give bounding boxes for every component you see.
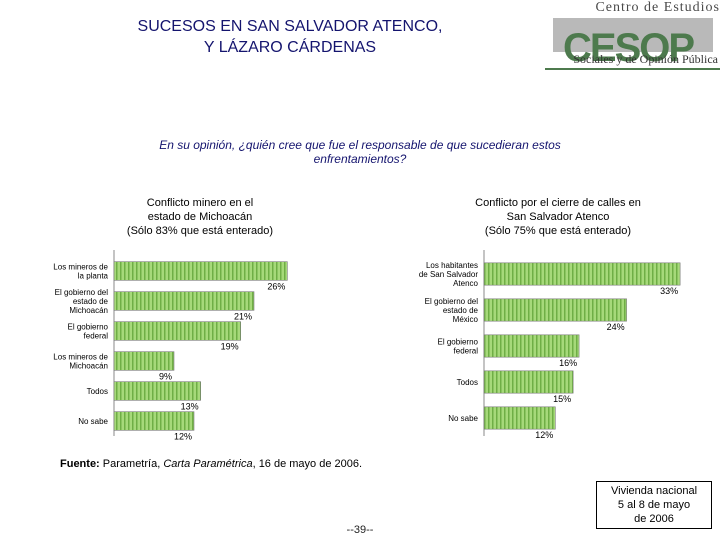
chart-title-right: Conflicto por el cierre de calles en San… xyxy=(440,196,676,238)
chart-title-right-line3: (Sólo 75% que está enterado) xyxy=(484,225,632,237)
value-label-3: 15% xyxy=(553,394,571,404)
category-label-1-2: México xyxy=(453,315,479,324)
category-label-1-0: El gobierno del xyxy=(425,297,479,306)
value-label-1: 24% xyxy=(607,322,625,332)
bar-3 xyxy=(113,351,175,371)
chart-title-right-line1: Conflicto por el cierre de calles en xyxy=(475,197,641,209)
chart-title-left-line2: estado de Michoacán xyxy=(147,211,253,223)
category-label-1-1: estado de xyxy=(443,306,479,315)
value-label-0: 33% xyxy=(660,286,678,296)
value-label-1: 21% xyxy=(234,311,252,321)
chart-title-left-line3: (Sólo 83% que está enterado) xyxy=(126,225,274,237)
source-text-a: Parametría, xyxy=(99,458,164,470)
bar-1 xyxy=(483,298,627,322)
title-line-2: Y LÁZARO CÁRDENAS xyxy=(203,39,377,56)
category-label-3-0: Todos xyxy=(457,378,478,387)
logo-box: CESOP xyxy=(553,18,713,68)
page-number: --39-- xyxy=(346,524,374,536)
category-label-3-1: Michoacán xyxy=(69,362,108,371)
note-line-2: 5 al 8 de mayo xyxy=(617,499,691,511)
bar-3 xyxy=(483,370,574,394)
source-note: Fuente: Parametría, Carta Paramétrica, 1… xyxy=(60,458,362,470)
slide-title: SUCESOS EN SAN SALVADOR ATENCO, Y LÁZARO… xyxy=(60,16,520,58)
bar-1 xyxy=(113,291,255,311)
bar-5 xyxy=(113,411,195,431)
chart-title-right-line2: San Salvador Atenco xyxy=(506,211,610,223)
bar-0 xyxy=(113,261,288,281)
category-label-0-1: la planta xyxy=(78,272,109,281)
note-line-1: Vivienda nacional xyxy=(610,485,698,497)
category-label-2-0: El gobierno xyxy=(68,323,109,332)
source-text-b: , 16 de mayo de 2006. xyxy=(252,458,363,470)
category-label-0-1: de San Salvador xyxy=(419,270,478,279)
category-label-1-0: El gobierno del xyxy=(55,288,109,297)
survey-date-box: Vivienda nacional 5 al 8 de mayo de 2006 xyxy=(596,481,712,529)
source-publication: Carta Paramétrica xyxy=(163,458,253,470)
category-label-2-1: federal xyxy=(454,347,479,356)
value-label-2: 19% xyxy=(221,341,239,351)
cesop-logo: Centro de Estudios CESOP Sociales y de O… xyxy=(545,0,720,72)
value-label-2: 16% xyxy=(559,358,577,368)
category-label-0-2: Atenco xyxy=(453,279,478,288)
bar-0 xyxy=(483,262,681,286)
title-line-1: SUCESOS EN SAN SALVADOR ATENCO, xyxy=(137,18,443,35)
bar-2 xyxy=(113,321,241,341)
category-label-0-0: Los mineros de xyxy=(53,263,108,272)
bar-4 xyxy=(483,406,556,430)
bar-2 xyxy=(483,334,580,358)
value-label-0: 26% xyxy=(267,281,285,291)
bar-4 xyxy=(113,381,201,401)
value-label-4: 13% xyxy=(181,401,199,411)
logo-big-text: CESOP xyxy=(563,26,695,70)
category-label-4-0: Todos xyxy=(87,387,108,396)
source-label: Fuente: xyxy=(60,458,100,470)
note-line-3: de 2006 xyxy=(634,513,674,525)
category-label-3-0: Los mineros de xyxy=(53,353,108,362)
logo-bottom-text: Sociales y de Opinión Pública xyxy=(573,52,718,66)
category-label-1-2: Michoacán xyxy=(69,306,108,315)
survey-question: En su opinión, ¿quién cree que fue el re… xyxy=(159,138,561,166)
value-label-3: 9% xyxy=(159,371,172,381)
chart-title-left-line1: Conflicto minero en el xyxy=(146,197,254,209)
value-label-4: 12% xyxy=(535,430,553,440)
category-label-2-1: federal xyxy=(84,332,109,341)
category-label-2-0: El gobierno xyxy=(438,338,479,347)
category-label-1-1: estado de xyxy=(73,297,109,306)
category-label-5-0: No sabe xyxy=(78,417,108,426)
category-label-4-0: No sabe xyxy=(448,414,478,423)
logo-underline xyxy=(545,68,720,70)
logo-top-text: Centro de Estudios xyxy=(595,0,720,15)
category-label-0-0: Los habitantes xyxy=(426,261,478,270)
chart-title-left: Conflicto minero en el estado de Michoac… xyxy=(100,196,300,238)
value-label-5: 12% xyxy=(174,431,192,441)
